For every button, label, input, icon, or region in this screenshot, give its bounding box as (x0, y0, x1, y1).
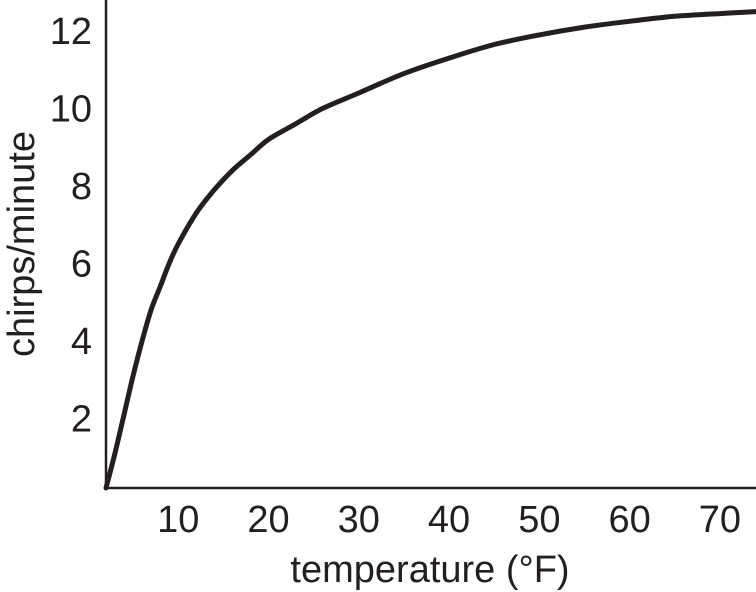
x-tick-labels: 10 20 30 40 50 60 70 (157, 499, 741, 541)
x-tick-label: 50 (518, 499, 560, 541)
y-tick-label: 12 (50, 11, 92, 53)
x-axis-title: temperature (°F) (290, 549, 569, 591)
x-tick-label: 70 (699, 499, 741, 541)
y-axis-title: chirps/minute (1, 131, 43, 357)
y-tick-label: 6 (71, 243, 92, 285)
y-tick-label: 4 (71, 321, 92, 363)
x-tick-label: 40 (428, 499, 470, 541)
series-line (103, 9, 756, 491)
x-tick-label: 60 (608, 499, 650, 541)
y-tick-label: 2 (71, 398, 92, 440)
y-tick-labels: 2 4 6 8 10 12 (50, 11, 92, 440)
x-tick-label: 20 (247, 499, 289, 541)
y-tick-label: 8 (71, 166, 92, 208)
y-tick-label: 10 (50, 88, 92, 130)
x-tick-label: 10 (157, 499, 199, 541)
x-tick-label: 30 (338, 499, 380, 541)
